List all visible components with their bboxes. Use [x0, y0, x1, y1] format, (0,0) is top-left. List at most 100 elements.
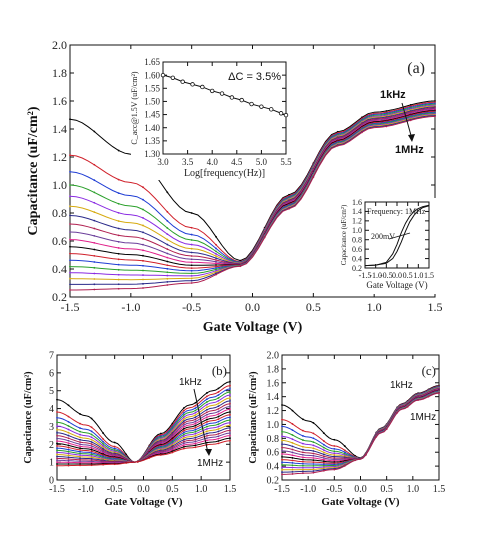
- panel-b-marker: [206, 411, 208, 414]
- panel-b-arrow: [193, 388, 209, 454]
- panel-b-marker: [67, 425, 70, 427]
- panel-c-marker: [281, 458, 283, 461]
- panel-a-label: (a): [407, 60, 425, 77]
- panel-c-marker: [385, 428, 388, 430]
- panel-b-marker: [194, 434, 197, 437]
- panel-b-marker: [79, 460, 81, 463]
- inset-2-y-tick-label: 0.2: [352, 264, 362, 273]
- panel-b-marker: [79, 464, 81, 467]
- panel-a-marker: [69, 238, 71, 241]
- panel-a-marker: [190, 269, 193, 272]
- panel-a-marker: [142, 269, 144, 272]
- panel-a-marker: [215, 273, 217, 276]
- inset-1-marker: [239, 97, 244, 103]
- panel-b-marker: [102, 446, 105, 449]
- panel-a-marker: [69, 223, 71, 225]
- panel-b-marker: [56, 449, 58, 452]
- panel-a-marker: [385, 125, 388, 128]
- panel-b-marker: [148, 457, 151, 459]
- panel-b-marker: [67, 446, 70, 449]
- panel-c-marker: [291, 409, 294, 412]
- panel-b-marker: [182, 426, 185, 428]
- panel-b-marker: [206, 421, 208, 423]
- inset-2-x-tick-label: -1.0: [369, 271, 382, 280]
- panel-a-marker: [288, 207, 290, 210]
- panel-b-marker: [171, 451, 174, 454]
- inset-1-frame: [162, 61, 287, 155]
- panel-b-marker: [182, 420, 185, 423]
- panel-b-xlabel: Gate Voltage (V): [104, 496, 183, 508]
- panel-c-marker: [312, 471, 315, 474]
- panel-c-marker: [312, 470, 315, 472]
- panel-b-marker: [90, 460, 93, 463]
- panel-b-marker: [182, 440, 185, 443]
- panel-c-marker: [281, 464, 283, 466]
- panel-b-curve: [56, 400, 231, 463]
- panel-c-marker: [396, 411, 399, 414]
- panel-b-y-tick-label: 3: [49, 422, 54, 433]
- panel-b-marker: [194, 442, 197, 445]
- panel-b-marker: [102, 448, 105, 450]
- panel-c-marker: [322, 451, 325, 454]
- panel-b-y-tick-label: 2: [49, 440, 54, 451]
- panel-b-marker: [79, 450, 81, 453]
- panel-a-marker: [69, 245, 71, 248]
- panel-c-marker: [333, 445, 336, 447]
- panel-b-marker: [217, 394, 220, 396]
- panel-b-marker: [79, 441, 81, 444]
- panel-c-marker: [281, 425, 283, 428]
- panel-b-marker: [217, 440, 220, 442]
- inset-2-y-tick-label: 1.6: [352, 198, 362, 207]
- panel-b-marker: [56, 416, 58, 419]
- inset-2-ylabel: Capacitance (uF/cm²): [340, 204, 348, 265]
- panel-b-marker: [182, 409, 185, 412]
- panel-b-marker: [67, 415, 70, 418]
- panel-b-marker: [79, 438, 81, 441]
- panel-a-marker: [166, 238, 169, 241]
- panel-b-marker: [194, 404, 197, 407]
- panel-b-marker: [229, 402, 231, 405]
- panel-a-marker: [166, 243, 169, 246]
- panel-c-marker: [322, 467, 325, 470]
- panel-c-marker: [333, 455, 336, 458]
- panel-a-y-tick-label: 0.4: [52, 262, 67, 276]
- panel-b-marker: [229, 421, 231, 424]
- panel-c-marker: [322, 449, 325, 452]
- panel-b-y-tick-label: 1: [49, 458, 54, 469]
- panel-c-y-tick-label: 0.4: [267, 462, 280, 473]
- panel-b-marker: [194, 420, 197, 423]
- panel-a-marker: [117, 178, 120, 181]
- panel-a-y-tick-label: 1.0: [52, 178, 67, 192]
- panel-b-marker: [90, 450, 93, 453]
- panel-c-y-tick-label: 1.8: [267, 364, 280, 375]
- panel-a-marker: [361, 131, 363, 134]
- panel-a-marker: [93, 219, 96, 222]
- panel-c-marker: [291, 438, 294, 441]
- panel-a-marker: [93, 272, 96, 275]
- panel-a-marker: [142, 217, 144, 219]
- inset-1-marker: [180, 79, 185, 84]
- inset-1-marker: [259, 104, 264, 109]
- panel-c-marker: [291, 423, 294, 425]
- panel-b-marker: [194, 436, 197, 439]
- panel-a-x-tick-label: 0.0: [245, 300, 260, 314]
- panel-c-marker: [322, 466, 325, 468]
- panel-c-marker: [291, 448, 294, 451]
- panel-c-marker: [302, 470, 304, 473]
- panel-c-marker: [302, 466, 304, 469]
- panel-a-marker: [166, 252, 169, 255]
- panel-b-marker: [229, 434, 231, 437]
- inset-2-x-tick-label: -0.5: [380, 271, 393, 280]
- panel-a-marker: [142, 282, 144, 285]
- panel-b-marker: [67, 452, 70, 455]
- panel-c-marker: [302, 418, 304, 421]
- panel-b-marker: [194, 414, 197, 416]
- panel-a-marker: [166, 277, 169, 280]
- panel-b-marker: [67, 454, 70, 457]
- panel-c-marker: [322, 440, 325, 442]
- panel-c-y-tick-label: 0.6: [267, 448, 280, 459]
- panel-a-marker: [215, 257, 217, 260]
- panel-a-marker: [166, 233, 169, 236]
- panel-c-marker: [322, 457, 325, 459]
- panel-b-marker: [79, 454, 81, 457]
